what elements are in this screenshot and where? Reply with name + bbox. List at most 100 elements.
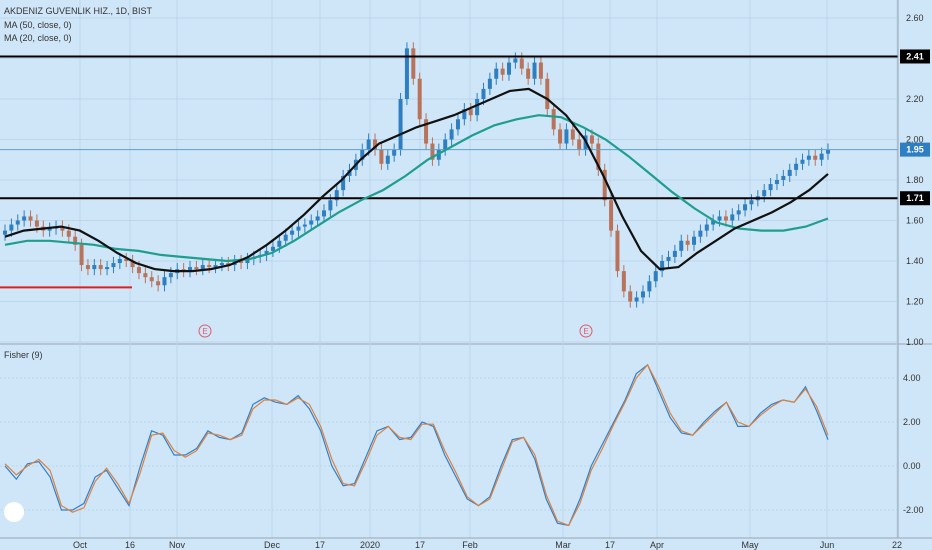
y-tick-label: 1.00: [906, 337, 924, 347]
candle-body: [264, 250, 269, 255]
y-tick-label: 1.40: [906, 256, 924, 266]
candle-body: [602, 169, 607, 201]
candle-body: [290, 230, 295, 235]
candle-body: [781, 175, 786, 180]
candle-body: [679, 240, 684, 251]
candle-body: [647, 281, 652, 292]
candle-body: [66, 230, 71, 237]
candle-body: [379, 149, 384, 164]
candle-body: [424, 119, 429, 144]
candle-body: [475, 99, 480, 116]
price-label-box: [900, 142, 930, 157]
x-tick-label: Dec: [264, 540, 281, 550]
legend-ma20: MA (20, close, 0): [4, 33, 72, 43]
tradingview-logo-icon[interactable]: [4, 502, 24, 522]
candle-body: [430, 143, 435, 160]
candle-body: [130, 261, 135, 268]
x-tick-label: 22: [892, 540, 902, 550]
price-label-box: [900, 49, 930, 64]
candles: [3, 42, 830, 308]
fisher-tick-label: 0.00: [903, 461, 921, 471]
candle-body: [162, 277, 167, 286]
candle-body: [200, 265, 205, 270]
candle-body: [143, 273, 148, 278]
candle-body: [156, 281, 161, 286]
candle-body: [245, 258, 250, 264]
candle-body: [487, 78, 492, 89]
candle-body: [98, 265, 103, 270]
price-label: 1.95: [906, 145, 924, 155]
ma20-line: [4, 87, 829, 273]
candle-body: [22, 216, 27, 221]
legend-symbol: AKDENIZ GUVENLIK HIZ., 1D, BIST: [4, 6, 153, 16]
earnings-marker-label: E: [583, 327, 588, 336]
candle-body: [207, 265, 212, 268]
candle-body: [538, 62, 543, 79]
candle-body: [730, 214, 735, 221]
candle-body: [768, 184, 773, 191]
candle-body: [640, 291, 645, 298]
candle-body: [360, 149, 365, 160]
candle-body: [168, 273, 173, 278]
candle-body: [85, 265, 90, 270]
candle-body: [296, 226, 301, 231]
candle-body: [309, 220, 314, 225]
x-tick-label: May: [741, 540, 759, 550]
candle-body: [806, 155, 811, 160]
candle-body: [443, 139, 448, 150]
candle-body: [3, 230, 7, 235]
candle-body: [494, 68, 499, 79]
candle-body: [819, 153, 824, 160]
candle-body: [92, 265, 97, 270]
candle-body: [9, 224, 14, 231]
candle-body: [277, 240, 282, 247]
candle-body: [800, 159, 805, 164]
candle-body: [749, 200, 754, 205]
y-tick-label: 1.20: [906, 297, 924, 307]
candle-body: [481, 88, 486, 99]
price-label-box: [900, 191, 930, 206]
candle-body: [79, 244, 84, 266]
moving-averages: [4, 87, 829, 273]
candle-body: [532, 62, 537, 79]
candle-body: [455, 119, 460, 130]
candle-body: [685, 240, 690, 245]
candle-body: [762, 190, 767, 197]
candle-body: [283, 234, 288, 241]
candle-body: [468, 109, 473, 116]
y-tick-label: 1.80: [906, 175, 924, 185]
earnings-marker: [198, 324, 212, 338]
candle-body: [519, 58, 524, 69]
candle-body: [15, 220, 20, 225]
candle-body: [385, 155, 390, 164]
candle-body: [692, 236, 697, 245]
fisher-panel: [4, 363, 829, 527]
earnings-marker-label: E: [202, 327, 207, 336]
candle-body: [672, 250, 677, 257]
candle-body: [226, 263, 231, 266]
candle-body: [711, 220, 716, 225]
x-tick-label: Jun: [820, 540, 835, 550]
y-tick-label: 1.60: [906, 216, 924, 226]
candle-body: [564, 129, 569, 144]
candle-body: [621, 271, 626, 292]
candle-body: [743, 204, 748, 211]
price-label: 2.41: [906, 51, 924, 61]
candle-body: [609, 200, 614, 231]
candle-body: [105, 267, 110, 270]
candle-body: [507, 62, 512, 75]
earnings-marker: [579, 324, 593, 338]
x-tick-label: 2020: [360, 540, 380, 550]
x-tick-label: 17: [415, 540, 425, 550]
candle-body: [213, 265, 218, 268]
candle-body: [558, 129, 563, 144]
x-tick-label: Mar: [555, 540, 571, 550]
candle-body: [239, 261, 244, 264]
y-tick-label: 2.00: [906, 135, 924, 145]
candle-body: [194, 267, 199, 270]
x-tick-label: 16: [125, 540, 135, 550]
x-tick-label: 17: [605, 540, 615, 550]
price-label: 1.71: [906, 193, 924, 203]
candle-body: [328, 200, 333, 211]
x-tick-label: 17: [315, 540, 325, 550]
